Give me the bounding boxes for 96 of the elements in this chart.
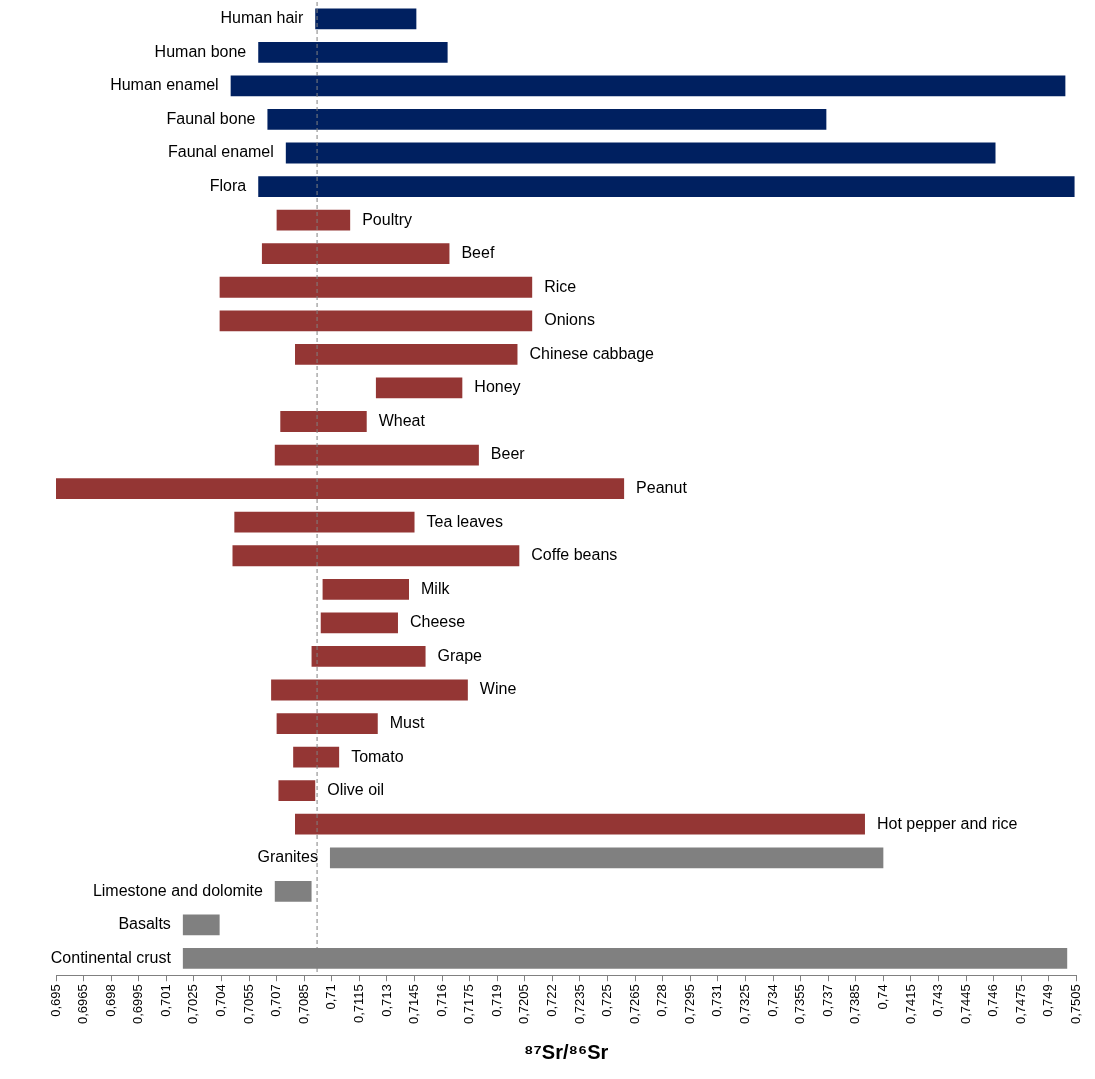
bar (274, 444, 479, 466)
x-tick-label: 0,743 (930, 984, 946, 1017)
x-axis-title: ⁸⁷Sr/⁸⁶Sr (524, 1040, 609, 1063)
bar (274, 880, 312, 902)
x-tick-label: 0,722 (543, 984, 559, 1017)
x-tick-label: 0,716 (433, 984, 449, 1017)
bar (258, 176, 1075, 197)
y-tick-label: Poultry (362, 210, 412, 228)
bar (230, 75, 1066, 97)
y-tick-label: Human bone (154, 42, 247, 60)
y-tick-label: Continental crust (50, 948, 172, 966)
x-tick-label: 0,7175 (461, 984, 477, 1024)
bar (295, 343, 518, 365)
y-tick-label: Basalts (118, 915, 171, 933)
y-tick-label: Limestone and dolomite (92, 881, 263, 899)
x-tick-label: 0,74 (874, 984, 890, 1010)
x-tick-label: 0,7265 (626, 984, 642, 1024)
bar (219, 310, 533, 332)
bar (315, 8, 417, 30)
bar (322, 578, 409, 600)
bar (320, 612, 398, 634)
bar (280, 411, 367, 432)
y-tick-label: Wheat (378, 411, 426, 429)
bar (182, 914, 220, 936)
y-tick-label: Onions (544, 311, 595, 329)
y-tick-label: Beer (490, 445, 526, 463)
x-tick-label: 0,701 (157, 984, 173, 1017)
x-tick-label: 0,7145 (406, 984, 422, 1024)
y-tick-label: Faunal bone (166, 109, 256, 127)
y-tick-label: Flora (209, 176, 247, 194)
x-tick-label: 0,713 (378, 984, 394, 1017)
x-tick-label: 0,7415 (902, 984, 918, 1024)
y-tick-label: Cheese (409, 613, 466, 631)
y-tick-label: Tea leaves (426, 512, 504, 530)
x-tick-label: 0,698 (102, 984, 118, 1017)
y-tick-label: Must (389, 713, 425, 731)
x-tick-label: 0,7055 (240, 984, 256, 1024)
bar (261, 243, 450, 265)
x-tick-label: 0,6965 (75, 984, 91, 1024)
x-tick-label: 0,737 (819, 984, 835, 1017)
bar (271, 679, 468, 701)
x-tick-label: 0,749 (1040, 984, 1056, 1017)
y-tick-label: Grape (437, 646, 483, 664)
bar (278, 780, 316, 802)
y-tick-label: Peanut (636, 479, 688, 497)
x-tick-label: 0,695 (47, 984, 63, 1017)
y-tick-label: Honey (474, 378, 521, 396)
bar (219, 276, 533, 298)
x-tick-label: 0,7295 (681, 984, 697, 1024)
x-tick-label: 0,7085 (295, 984, 311, 1024)
y-tick-label: Hot pepper and rice (876, 814, 1018, 832)
bar (56, 478, 625, 500)
x-tick-label: 0,704 (213, 984, 229, 1017)
y-tick-label: Milk (421, 579, 451, 597)
x-tick-label: 0,7475 (1012, 984, 1028, 1024)
bar (234, 511, 415, 533)
y-tick-label: Beef (461, 244, 495, 262)
bar (267, 109, 827, 130)
bar (258, 41, 448, 63)
x-tick-label: 0,734 (764, 984, 780, 1017)
bar (295, 813, 865, 835)
x-tick-label: 0,7235 (571, 984, 587, 1024)
bar (293, 746, 340, 768)
bar (276, 209, 351, 231)
x-tick-label: 0,7115 (350, 984, 366, 1024)
x-tick-label: 0,707 (268, 984, 284, 1017)
x-tick-label: 0,7445 (957, 984, 973, 1024)
x-tick-label: 0,7355 (792, 984, 808, 1024)
x-tick-label: 0,7325 (737, 984, 753, 1024)
x-tick-label: 0,7025 (185, 984, 201, 1024)
x-tick-label: 0,746 (985, 984, 1001, 1017)
bar (285, 142, 996, 164)
x-tick-label: 0,725 (599, 984, 615, 1017)
x-tick-label: 0,728 (654, 984, 670, 1017)
y-tick-label: Granites (257, 848, 318, 866)
x-tick-label: 0,731 (709, 984, 725, 1017)
bar (329, 847, 884, 869)
x-tick-label: 0,71 (323, 984, 339, 1010)
bar (311, 646, 426, 667)
y-tick-label: Chinese cabbage (529, 344, 655, 362)
y-tick-label: Olive oil (327, 781, 385, 799)
bar (232, 545, 520, 567)
x-tick-label: 0,7205 (516, 984, 532, 1024)
y-tick-label: Coffe beans (531, 546, 618, 564)
x-tick-label: 0,6995 (130, 984, 146, 1024)
y-tick-label: Faunal enamel (167, 143, 274, 161)
y-tick-label: Human hair (220, 9, 304, 27)
bar (276, 713, 378, 734)
x-tick-label: 0,719 (488, 984, 504, 1017)
bar (375, 377, 463, 399)
y-tick-label: Tomato (351, 747, 404, 765)
y-tick-label: Human enamel (110, 76, 219, 94)
x-tick-label: 0,7505 (1067, 984, 1083, 1024)
y-tick-label: Wine (479, 680, 517, 698)
x-tick-label: 0,7385 (847, 984, 863, 1024)
y-tick-label: Rice (544, 277, 577, 295)
